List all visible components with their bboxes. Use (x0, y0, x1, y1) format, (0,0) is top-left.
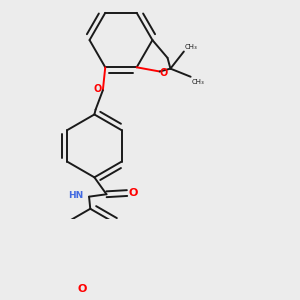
Text: HN: HN (68, 191, 83, 200)
Text: CH₃: CH₃ (192, 79, 205, 85)
Text: O: O (159, 68, 167, 78)
Text: O: O (128, 188, 138, 198)
Text: O: O (77, 284, 86, 294)
Text: CH₃: CH₃ (185, 44, 198, 50)
Text: O: O (93, 84, 102, 94)
